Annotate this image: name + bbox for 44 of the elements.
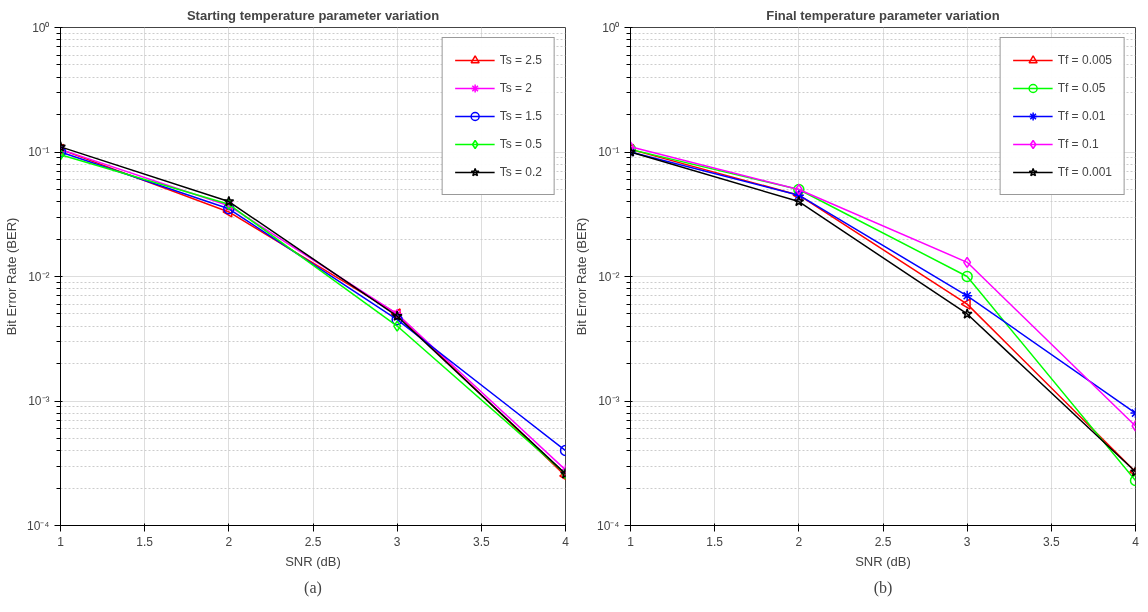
x-tick-label: 3.5 bbox=[1042, 534, 1060, 549]
point bbox=[393, 320, 402, 332]
y-tick-label: 10⁻⁴ bbox=[27, 518, 50, 533]
chart-title: Starting temperature parameter variation bbox=[186, 7, 440, 23]
legend-label: Tf = 0.001 bbox=[1057, 165, 1112, 179]
y-axis-title: Bit Error Rate (BER) bbox=[4, 217, 19, 336]
y-tick-label: 10⁻³ bbox=[28, 394, 50, 408]
x-tick-label: 4 bbox=[1132, 534, 1140, 549]
legend-label: Tf = 0.1 bbox=[1057, 137, 1099, 151]
x-tick-label: 2.5 bbox=[304, 534, 322, 549]
y-tick-label: 10⁰ bbox=[602, 20, 620, 35]
legend-label: Tf = 0.005 bbox=[1057, 53, 1112, 67]
x-tick-label: 3 bbox=[963, 534, 971, 549]
legend-label: Ts = 0.2 bbox=[499, 165, 542, 179]
y-tick-label: 10⁻³ bbox=[598, 394, 620, 408]
legend-label: Tf = 0.01 bbox=[1057, 109, 1106, 123]
legend-label: Tf = 0.05 bbox=[1057, 81, 1106, 95]
legend-label: Ts = 0.5 bbox=[499, 137, 542, 151]
x-tick-label: 2.5 bbox=[874, 534, 892, 549]
y-axis-title: Bit Error Rate (BER) bbox=[574, 217, 589, 336]
x-tick-label: 1 bbox=[627, 534, 635, 549]
x-tick-label: 2 bbox=[225, 534, 233, 549]
x-axis-title: SNR (dB) bbox=[285, 553, 341, 569]
legend-label: Ts = 2.5 bbox=[499, 53, 542, 67]
chart-title: Final temperature parameter variation bbox=[766, 7, 1000, 23]
y-tick-label: 10⁰ bbox=[32, 20, 50, 35]
x-tick-label: 1.5 bbox=[706, 534, 724, 549]
y-tick-label: 10⁻² bbox=[598, 269, 620, 284]
point bbox=[960, 298, 971, 310]
text: (b) bbox=[873, 578, 893, 597]
x-axis-title: SNR (dB) bbox=[855, 553, 911, 569]
y-tick-label: 10⁻¹ bbox=[598, 145, 620, 159]
legend-label: Ts = 2 bbox=[499, 81, 532, 95]
y-tick-label: 10⁻² bbox=[28, 269, 50, 284]
legend-label: Ts = 1.5 bbox=[499, 109, 542, 123]
x-tick-label: 1 bbox=[57, 534, 65, 549]
x-tick-label: 3.5 bbox=[472, 534, 490, 549]
text: (a) bbox=[304, 578, 322, 597]
y-tick-label: 10⁻¹ bbox=[28, 145, 50, 159]
x-tick-label: 2 bbox=[795, 534, 803, 549]
x-tick-label: 4 bbox=[562, 534, 570, 549]
x-tick-label: 3 bbox=[393, 534, 401, 549]
x-tick-label: 1.5 bbox=[136, 534, 154, 549]
y-tick-label: 10⁻⁴ bbox=[597, 518, 620, 533]
